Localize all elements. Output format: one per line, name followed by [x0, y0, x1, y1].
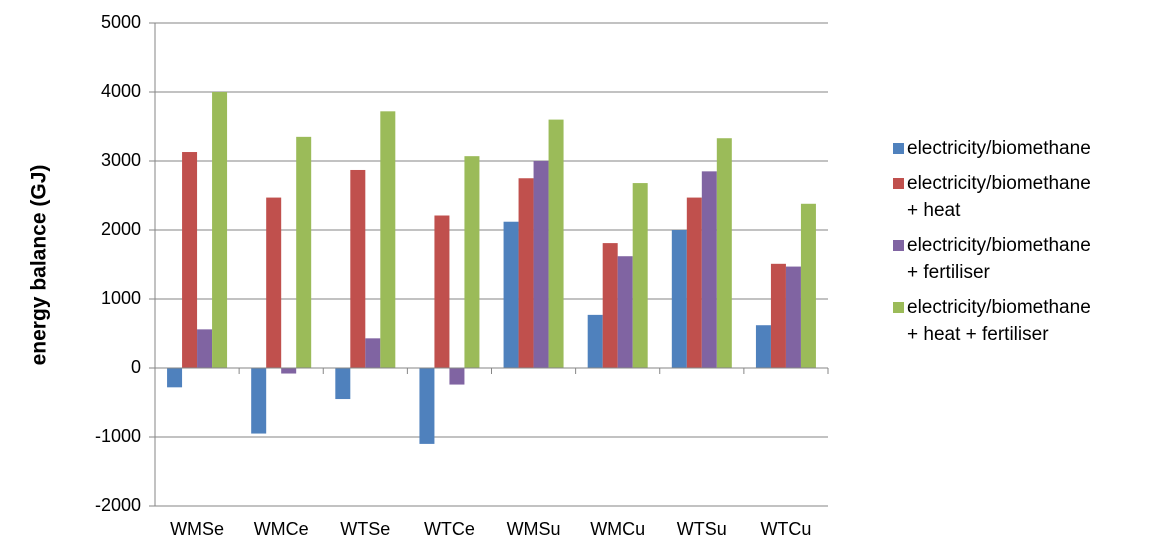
- legend-label: electricity/biomethane + fertiliser: [907, 235, 1091, 283]
- y-tick-label: 3000: [101, 150, 141, 170]
- bar: [212, 92, 228, 368]
- legend-label: electricity/biomethane: [907, 138, 1091, 159]
- y-axis-label: energy balance (GJ): [28, 165, 51, 366]
- bar: [548, 119, 564, 368]
- bar: [800, 203, 816, 368]
- bar: [785, 266, 801, 368]
- bar: [449, 368, 465, 385]
- legend-label: electricity/biomethane + heat: [907, 173, 1091, 221]
- bar: [617, 256, 633, 368]
- legend-item: electricity/biomethane + heat: [893, 170, 1163, 224]
- y-tick-label: 5000: [101, 12, 141, 32]
- x-tick-label: WTCu: [760, 519, 811, 539]
- bar: [380, 111, 396, 368]
- bar: [464, 156, 480, 368]
- bar: [296, 136, 312, 368]
- bar: [167, 368, 183, 388]
- bar: [197, 329, 213, 368]
- bar: [419, 368, 435, 444]
- x-tick-label: WTCe: [424, 519, 475, 539]
- bar: [716, 138, 732, 368]
- legend-item: electricity/biomethane + fertiliser: [893, 232, 1163, 286]
- bar: [365, 338, 381, 368]
- x-tick-label: WTSe: [340, 519, 390, 539]
- x-tick-label: WMSe: [170, 519, 224, 539]
- legend-swatch: [893, 240, 904, 251]
- bar: [686, 197, 702, 368]
- x-tick-label: WMSu: [507, 519, 561, 539]
- bar: [503, 221, 519, 368]
- legend-swatch: [893, 143, 904, 154]
- bar: [518, 178, 534, 368]
- bar: [602, 243, 618, 368]
- bar: [755, 325, 771, 368]
- legend-label: electricity/biomethane + heat + fertilis…: [907, 297, 1091, 345]
- bar: [770, 263, 786, 368]
- x-tick-label: WMCu: [590, 519, 645, 539]
- bar: [182, 152, 198, 368]
- bar: [335, 368, 351, 400]
- bar: [587, 314, 603, 368]
- x-tick-label: WMCe: [254, 519, 309, 539]
- bar: [434, 215, 450, 368]
- bar: [350, 169, 366, 368]
- y-tick-label: 4000: [101, 81, 141, 101]
- legend-swatch: [893, 302, 904, 313]
- bar: [632, 183, 648, 368]
- bar: [281, 368, 297, 374]
- bar: [701, 171, 717, 368]
- bar: [533, 161, 549, 368]
- x-tick-label: WTSu: [677, 519, 727, 539]
- legend: electricity/biomethane electricity/biomet…: [893, 135, 1163, 356]
- bar: [251, 368, 267, 434]
- y-tick-label: -1000: [95, 426, 141, 446]
- y-tick-label: 1000: [101, 288, 141, 308]
- legend-item: electricity/biomethane + heat + fertilis…: [893, 294, 1163, 348]
- y-tick-label: 2000: [101, 219, 141, 239]
- legend-item: electricity/biomethane: [893, 135, 1163, 162]
- bar: [266, 197, 282, 368]
- bar: [671, 230, 687, 368]
- y-tick-label: 0: [131, 357, 141, 377]
- legend-swatch: [893, 178, 904, 189]
- y-tick-label: -2000: [95, 495, 141, 515]
